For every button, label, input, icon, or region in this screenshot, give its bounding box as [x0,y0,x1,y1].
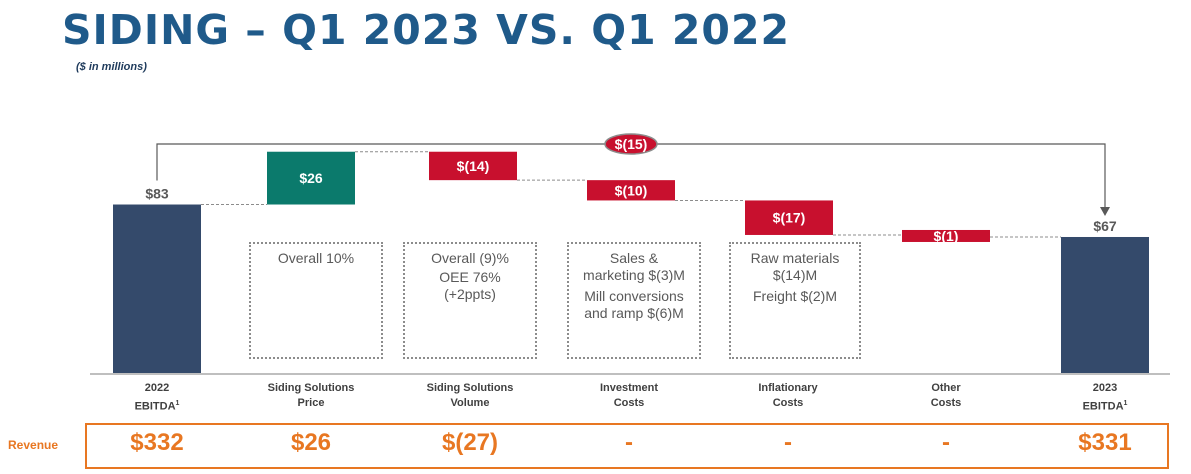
category-2023-ebitda-line-2: EBITDA [1082,400,1124,413]
revenue-label: Revenue [8,438,59,452]
data-label-other-costs: $(1) [934,228,959,244]
category-volume: Siding Solutions Volume [405,381,535,411]
data-label-inflationary-costs: $(17) [773,210,806,226]
note-inflationary-line-1: Raw materials $(14)M [750,250,840,283]
data-label-2022-ebitda: $83 [145,186,169,202]
category-2022-ebitda: 2022 EBITDA1 [92,381,222,415]
note-inflationary-line-2: Freight $(2)M [752,288,838,304]
category-inflationary: Inflationary Costs [723,381,853,411]
category-2023-ebitda-line-1: 2023 [1092,382,1118,394]
note-volume-line-2: OEE 76% [439,269,501,285]
category-investment-line-2: Costs [613,397,645,409]
category-price-line-2: Price [297,397,325,409]
total-change-arrowhead [1100,206,1110,216]
bar-2022-ebitda [113,204,201,373]
category-other-line-1: Other [931,382,961,394]
bar-investment-costs [587,180,675,201]
data-label-investment-costs: $(10) [615,182,648,198]
footnote-marker: 1 [175,400,180,407]
bar-2023-ebitda [1061,236,1149,373]
total-change-label: $(15) [615,136,648,152]
category-price: Siding Solutions Price [246,381,376,411]
note-price-line-1: Overall 10% [277,250,355,266]
data-label-siding-solutions-volume: $(14) [457,158,490,174]
revenue-2023-ebitda: $331 [1078,429,1132,456]
bar-siding-solutions-volume [429,151,517,181]
category-investment-line-1: Investment [599,382,659,394]
bar-other-costs [902,229,990,242]
data-label-siding-solutions-price: $26 [299,170,323,186]
category-other: Other Costs [881,381,1011,411]
revenue-row-box [85,423,1169,469]
category-volume-line-1: Siding Solutions [426,382,514,394]
category-inflationary-line-2: Costs [772,397,804,409]
data-label-2023-ebitda: $67 [1093,218,1117,234]
revenue-other: - [942,429,950,456]
note-inflationary: Raw materials $(14)M Freight $(2)M [729,242,861,359]
category-2022-ebitda-line-2: EBITDA [134,400,176,413]
revenue-volume: $(27) [441,429,499,456]
category-other-line-2: Costs [930,397,962,409]
category-price-line-1: Siding Solutions [267,382,355,394]
page-subtitle: ($ in millions) [76,61,147,73]
revenue-investment: - [625,429,633,456]
page-title: SIDING – Q1 2023 VS. Q1 2022 [62,6,791,54]
note-volume: Overall (9)% OEE 76% (+2ppts) [403,242,537,359]
note-volume-line-3: (+2ppts) [444,286,496,302]
category-investment: Investment Costs [564,381,694,411]
note-volume-line-1: Overall (9)% [431,250,509,266]
note-investment: Sales & marketing $(3)M Mill conversions… [567,242,701,359]
revenue-2022-ebitda: $332 [130,429,184,456]
bar-siding-solutions-price [267,151,355,205]
footnote-marker: 1 [1123,400,1128,407]
revenue-price: $26 [290,429,332,456]
category-2023-ebitda: 2023 EBITDA1 [1040,381,1170,415]
total-change-badge [604,133,658,155]
revenue-inflationary: - [784,429,792,456]
bar-inflationary-costs [745,200,833,235]
note-investment-line-1: Sales & marketing $(3)M [583,250,685,283]
category-2022-ebitda-line-1: 2022 [144,382,170,394]
category-inflationary-line-1: Inflationary [758,382,818,394]
note-investment-line-2: Mill conversions and ramp $(6)M [584,288,684,321]
note-price: Overall 10% [249,242,383,359]
category-volume-line-2: Volume [450,397,490,409]
